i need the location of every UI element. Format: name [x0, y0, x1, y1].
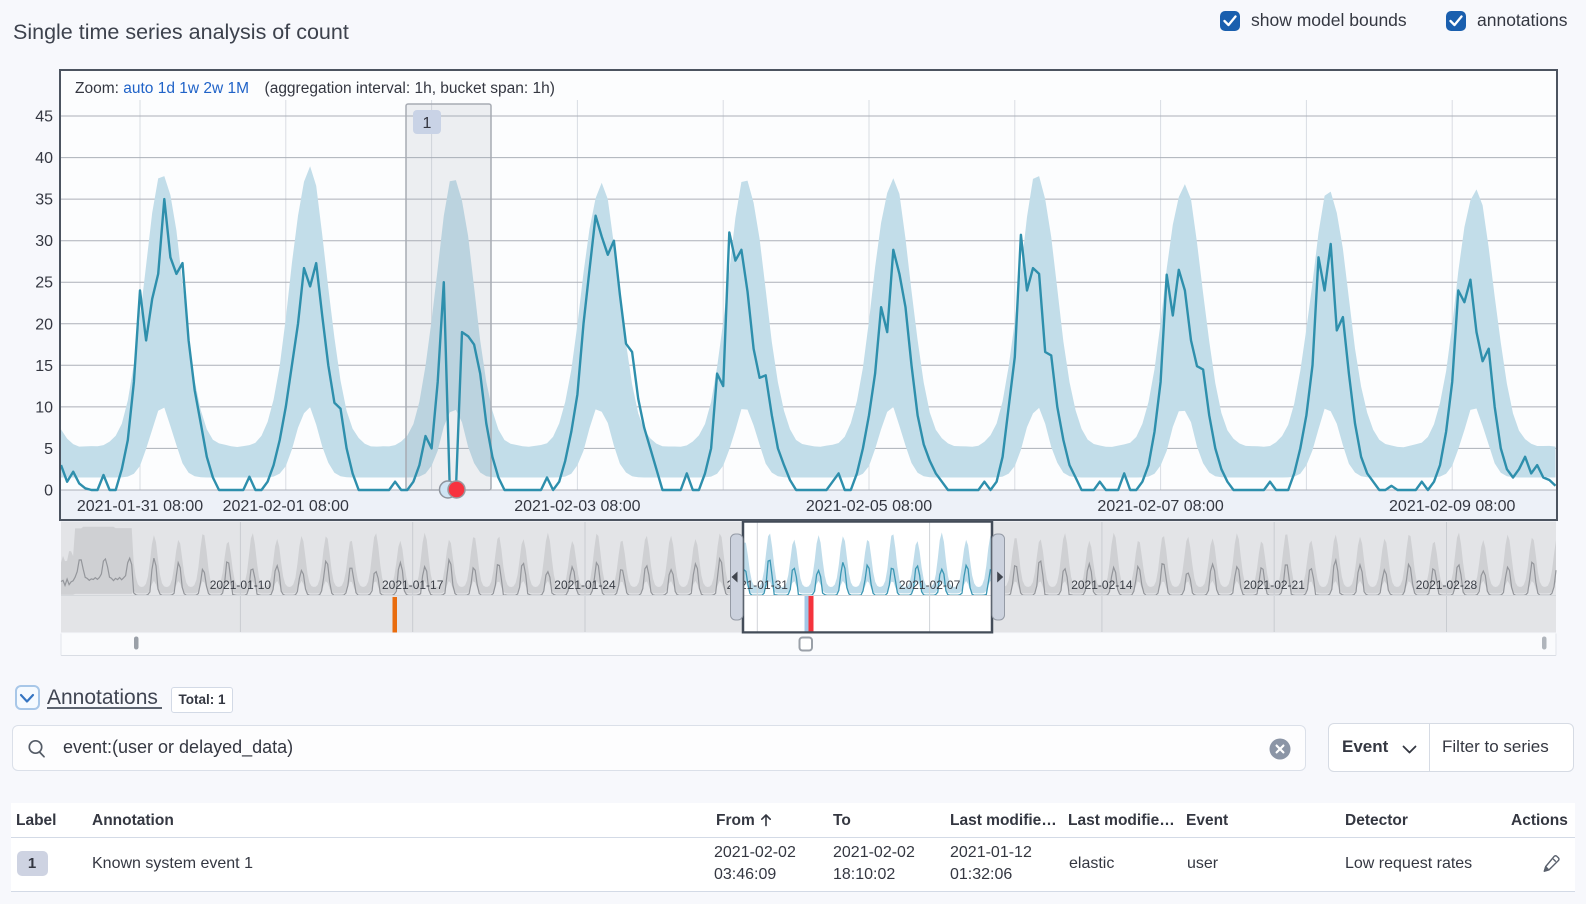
svg-text:25: 25 — [35, 275, 53, 292]
svg-text:2021-02-09 08:00: 2021-02-09 08:00 — [1389, 498, 1515, 515]
svg-text:45: 45 — [35, 109, 53, 126]
svg-text:15: 15 — [35, 358, 53, 375]
svg-text:2021-02-01 08:00: 2021-02-01 08:00 — [223, 498, 349, 515]
svg-text:35: 35 — [35, 192, 53, 209]
svg-text:0: 0 — [44, 483, 53, 500]
svg-text:2021-02-03 08:00: 2021-02-03 08:00 — [514, 498, 640, 515]
svg-text:2021-01-31 08:00: 2021-01-31 08:00 — [77, 498, 203, 515]
svg-text:2021-02-05 08:00: 2021-02-05 08:00 — [806, 498, 932, 515]
svg-text:20: 20 — [35, 316, 53, 333]
svg-text:1: 1 — [423, 115, 432, 132]
svg-text:5: 5 — [44, 441, 53, 458]
svg-text:2021-01-24: 2021-01-24 — [554, 578, 616, 592]
svg-text:2021-01-10: 2021-01-10 — [210, 578, 272, 592]
svg-text:2021-02-28: 2021-02-28 — [1416, 578, 1478, 592]
svg-text:2021-02-14: 2021-02-14 — [1071, 578, 1133, 592]
svg-text:10: 10 — [35, 399, 53, 416]
svg-text:30: 30 — [35, 233, 53, 250]
svg-text:Zoom: auto 1d 1w 2w 1M (aggreg: Zoom: auto 1d 1w 2w 1M (aggregation inte… — [75, 80, 555, 97]
svg-text:40: 40 — [35, 150, 53, 167]
svg-text:2021-02-21: 2021-02-21 — [1244, 578, 1306, 592]
svg-text:2021-02-07 08:00: 2021-02-07 08:00 — [1097, 498, 1223, 515]
svg-text:2021-02-07: 2021-02-07 — [899, 578, 961, 592]
svg-text:2021-01-17: 2021-01-17 — [382, 578, 444, 592]
